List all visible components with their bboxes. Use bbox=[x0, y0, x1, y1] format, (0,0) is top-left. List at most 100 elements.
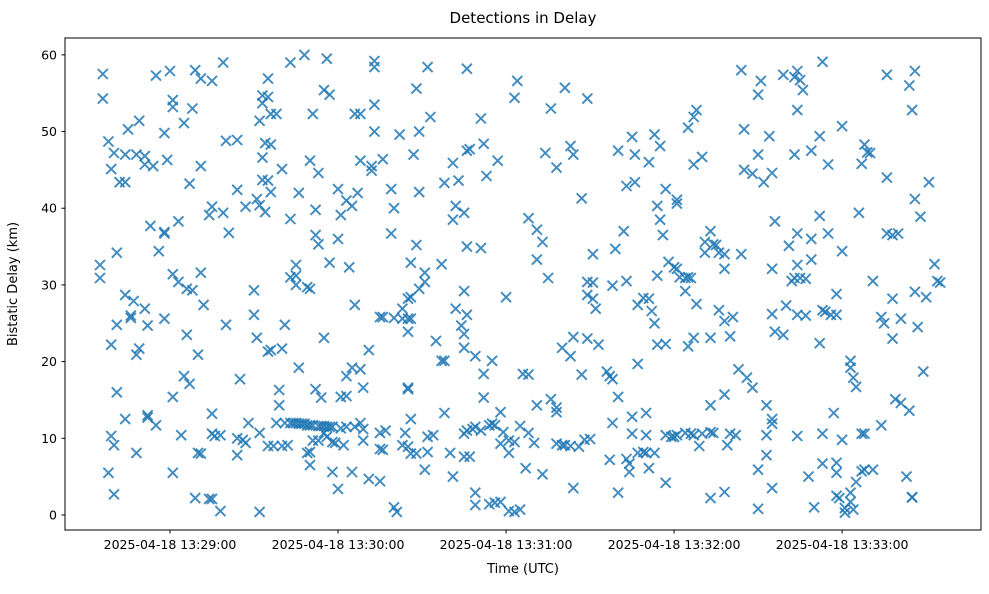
data-point bbox=[822, 227, 835, 240]
data-point bbox=[740, 371, 753, 384]
data-point bbox=[500, 291, 513, 304]
data-point bbox=[144, 219, 157, 232]
data-point bbox=[458, 206, 471, 219]
data-point bbox=[833, 492, 846, 505]
data-point bbox=[626, 130, 639, 143]
data-point bbox=[410, 447, 423, 460]
data-point bbox=[262, 440, 274, 452]
data-point bbox=[418, 266, 431, 279]
data-point bbox=[127, 295, 140, 307]
data-point bbox=[248, 308, 260, 321]
data-point bbox=[746, 381, 759, 394]
x-tick-label: 2025-04-18 13:30:00 bbox=[272, 537, 405, 552]
data-point bbox=[519, 462, 532, 475]
data-point bbox=[332, 482, 344, 495]
data-point bbox=[844, 486, 857, 499]
data-point bbox=[399, 426, 412, 439]
data-point bbox=[805, 253, 818, 266]
data-point bbox=[264, 107, 277, 120]
data-point bbox=[402, 325, 414, 338]
x-axis-label: Time (UTC) bbox=[486, 562, 559, 577]
plot-border bbox=[64, 37, 982, 531]
data-point bbox=[180, 328, 193, 341]
data-point bbox=[866, 463, 879, 476]
data-point bbox=[96, 68, 109, 80]
data-point bbox=[298, 48, 311, 61]
data-point bbox=[158, 127, 171, 140]
data-point bbox=[337, 439, 350, 452]
data-point bbox=[404, 413, 417, 426]
data-point bbox=[340, 370, 353, 383]
data-point bbox=[396, 312, 409, 325]
data-point bbox=[766, 262, 779, 275]
data-point bbox=[270, 417, 283, 429]
data-point bbox=[309, 203, 322, 216]
data-point bbox=[253, 114, 266, 127]
data-point bbox=[777, 68, 790, 81]
data-point bbox=[813, 130, 826, 143]
data-point bbox=[323, 256, 336, 269]
data-point bbox=[396, 302, 409, 315]
data-point bbox=[586, 248, 599, 261]
data-point bbox=[413, 186, 426, 199]
data-point bbox=[166, 390, 179, 403]
data-point bbox=[491, 154, 504, 167]
data-point bbox=[922, 176, 935, 189]
data-point bbox=[357, 381, 370, 394]
data-point bbox=[449, 199, 462, 212]
data-point bbox=[603, 370, 616, 383]
data-point bbox=[354, 107, 367, 120]
data-point bbox=[264, 186, 277, 199]
data-point bbox=[609, 242, 622, 255]
data-point bbox=[612, 390, 625, 403]
data-point bbox=[906, 104, 919, 117]
data-point bbox=[654, 140, 667, 153]
data-point bbox=[760, 429, 773, 442]
data-point bbox=[816, 55, 829, 68]
data-point bbox=[654, 213, 667, 226]
data-point bbox=[567, 331, 580, 344]
data-point bbox=[231, 134, 244, 146]
data-point bbox=[679, 285, 692, 298]
data-point bbox=[530, 253, 543, 266]
data-points bbox=[94, 48, 947, 519]
data-point bbox=[894, 312, 907, 325]
data-point bbox=[178, 370, 190, 383]
data-point bbox=[158, 226, 171, 238]
data-point bbox=[486, 354, 499, 367]
data-point bbox=[581, 332, 594, 345]
data-point bbox=[522, 426, 535, 439]
data-point bbox=[346, 199, 358, 212]
data-point bbox=[284, 213, 297, 225]
data-point bbox=[150, 419, 162, 432]
data-point bbox=[763, 130, 776, 143]
data-point bbox=[855, 157, 868, 170]
data-point bbox=[752, 502, 765, 515]
data-point bbox=[304, 154, 316, 167]
data-point bbox=[908, 193, 921, 205]
data-point bbox=[183, 177, 196, 190]
data-point bbox=[110, 386, 123, 399]
data-point bbox=[718, 262, 731, 275]
data-point bbox=[704, 331, 717, 344]
data-point bbox=[752, 463, 765, 476]
data-point bbox=[544, 393, 557, 406]
data-point bbox=[584, 433, 597, 446]
data-point bbox=[438, 176, 451, 189]
data-point bbox=[194, 72, 207, 85]
data-point bbox=[435, 258, 448, 271]
data-point bbox=[592, 338, 605, 351]
data-point bbox=[374, 475, 386, 488]
data-point bbox=[161, 153, 174, 166]
data-point bbox=[788, 272, 801, 284]
data-point bbox=[267, 440, 280, 452]
data-point bbox=[334, 209, 347, 222]
data-point bbox=[564, 350, 577, 363]
data-point bbox=[682, 121, 695, 134]
data-point bbox=[108, 439, 120, 452]
data-point bbox=[458, 341, 471, 354]
data-point bbox=[323, 88, 336, 101]
data-point bbox=[256, 97, 269, 110]
data-point bbox=[508, 91, 521, 104]
